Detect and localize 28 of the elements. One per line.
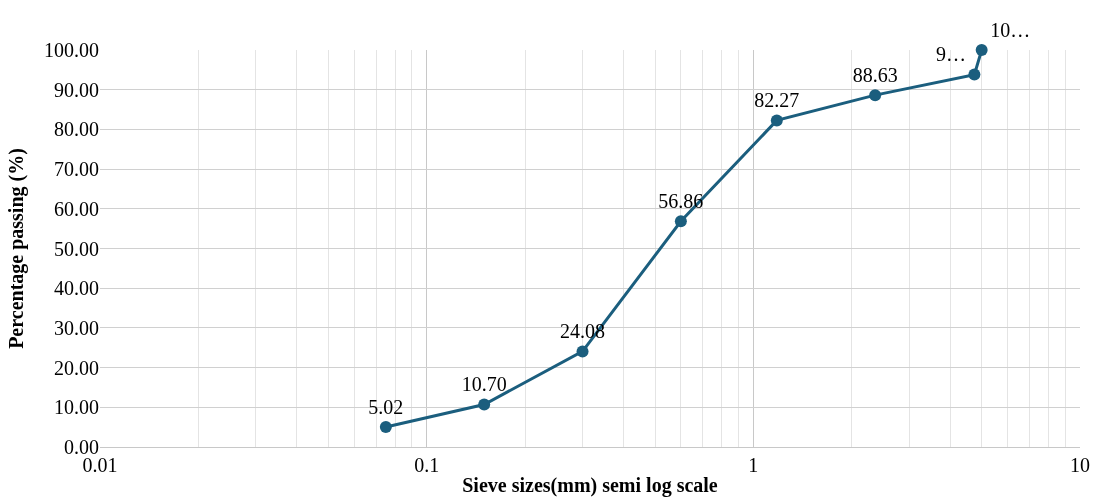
y-tick-label: 60.00 [54, 197, 99, 220]
y-tick-label: 10.00 [54, 396, 99, 419]
point [770, 114, 783, 127]
y-tick-label: 30.00 [54, 316, 99, 339]
y-tick-label: 20.00 [54, 356, 99, 379]
x-axis-title: Sieve sizes(mm) semi log scale [462, 473, 718, 497]
point [478, 398, 491, 411]
point [576, 345, 589, 358]
y-tick-label: 50.00 [54, 237, 99, 260]
y-tick-label: 70.00 [54, 158, 99, 181]
y-tick-label: 40.00 [54, 277, 99, 300]
y-tick-label: 100.00 [44, 39, 99, 61]
y-tick-label: 80.00 [54, 118, 99, 141]
data-label: 10.70 [461, 373, 507, 396]
data-label: 9… [935, 43, 966, 66]
point [379, 421, 392, 434]
data-label: 82.27 [754, 88, 800, 111]
point [968, 68, 981, 81]
point [674, 215, 687, 228]
point [869, 89, 882, 102]
x-tick-label: 1 [748, 454, 759, 476]
data-label: 5.02 [368, 395, 404, 418]
data-label: 88.63 [852, 63, 898, 86]
x-tick-label: 0.1 [414, 454, 440, 476]
data-label: 10… [990, 18, 1031, 41]
y-axis-title: Percentage passing (%) [4, 148, 28, 349]
y-tick-label: 90.00 [54, 78, 99, 101]
x-tick-label: 10 [1070, 454, 1090, 476]
